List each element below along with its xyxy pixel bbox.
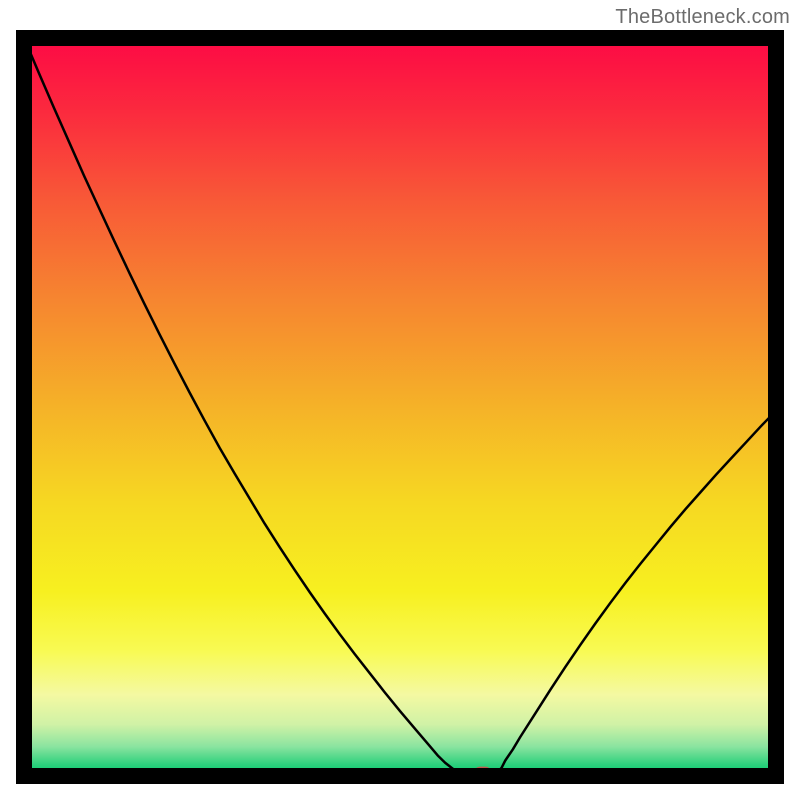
chart-svg	[0, 0, 800, 800]
plot-background	[24, 38, 776, 776]
watermark-text: TheBottleneck.com	[615, 6, 790, 29]
chart-container: TheBottleneck.com	[0, 0, 800, 800]
